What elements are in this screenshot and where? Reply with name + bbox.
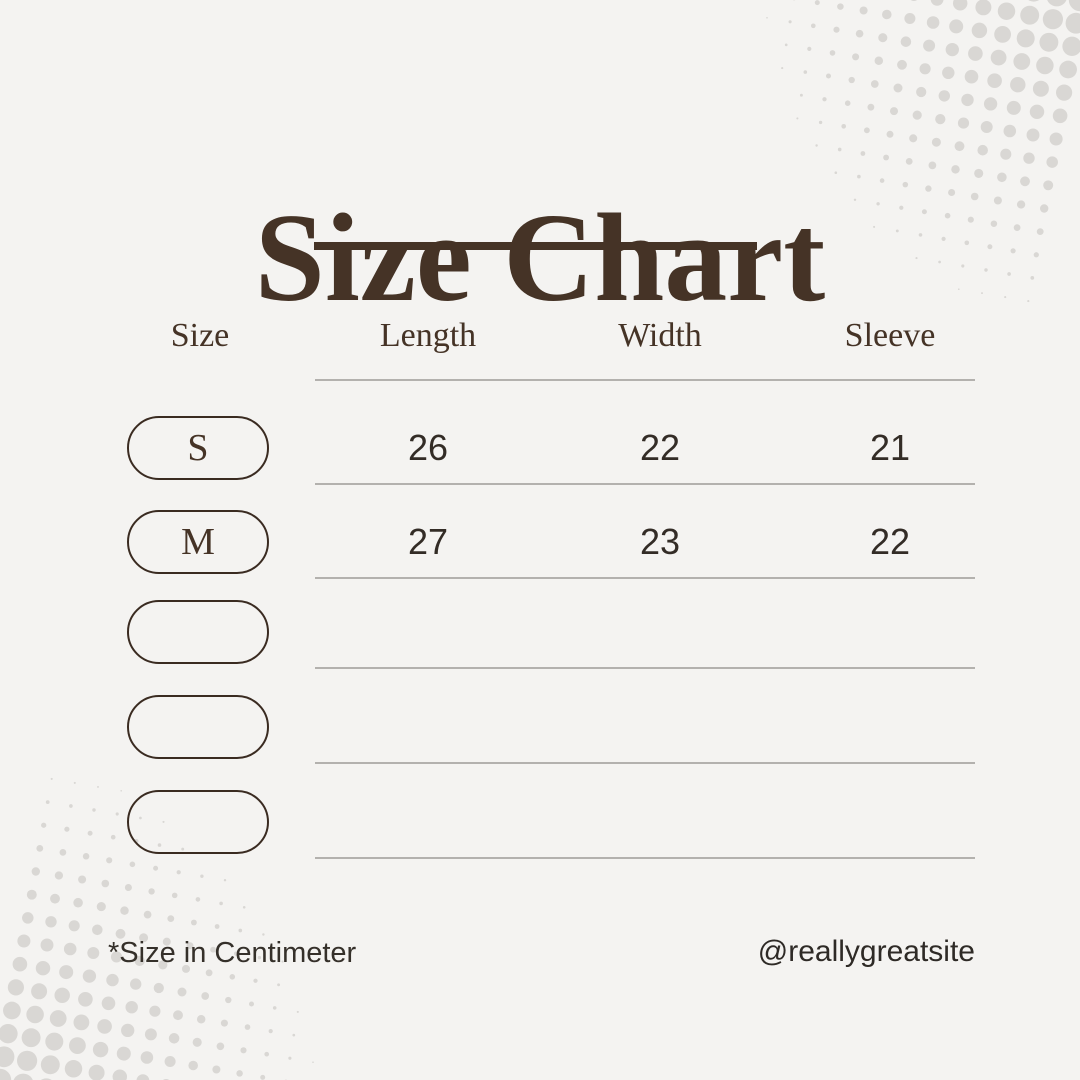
- cell-length: [328, 790, 528, 854]
- page-title: Size Chart: [254, 189, 826, 329]
- row-divider: [315, 857, 975, 859]
- cell-width: 23: [639, 521, 681, 562]
- size-pill-empty[interactable]: [127, 600, 269, 664]
- size-pill-s[interactable]: S: [127, 416, 269, 480]
- header-sleeve: Sleeve: [844, 317, 936, 354]
- header-divider: [315, 379, 975, 381]
- row-divider: [315, 667, 975, 669]
- size-unit-note: *Size in Centimeter: [108, 937, 357, 969]
- table-row-empty-1: [0, 600, 1080, 694]
- table-row-empty-2: [0, 695, 1080, 789]
- cell-width: [560, 790, 760, 854]
- size-pill-label: S: [187, 427, 209, 469]
- cell-length: [328, 600, 528, 664]
- title-underline: [314, 242, 757, 250]
- cell-sleeve: [790, 695, 990, 759]
- table-row-empty-3: [0, 790, 1080, 884]
- header-size: Size: [170, 317, 230, 354]
- row-divider: [315, 762, 975, 764]
- cell-width: [560, 600, 760, 664]
- size-pill-empty[interactable]: [127, 790, 269, 854]
- cell-sleeve: [790, 600, 990, 664]
- row-divider: [315, 483, 975, 485]
- cell-length: 27: [407, 521, 449, 562]
- cell-width: [560, 695, 760, 759]
- header-length: Length: [379, 317, 477, 354]
- cell-width: 22: [639, 427, 681, 468]
- table-row-s: S 26 22 21: [0, 416, 1080, 510]
- cell-length: 26: [407, 427, 449, 468]
- size-pill-m[interactable]: M: [127, 510, 269, 574]
- size-pill-empty[interactable]: [127, 695, 269, 759]
- cell-sleeve: 21: [869, 427, 911, 468]
- cell-sleeve: 22: [869, 521, 911, 562]
- cell-sleeve: [790, 790, 990, 854]
- table-row-m: M 27 23 22: [0, 510, 1080, 604]
- social-handle: @reallygreatsite: [757, 935, 975, 968]
- row-divider: [315, 577, 975, 579]
- size-pill-label: M: [181, 521, 215, 563]
- cell-length: [328, 695, 528, 759]
- header-width: Width: [618, 317, 702, 354]
